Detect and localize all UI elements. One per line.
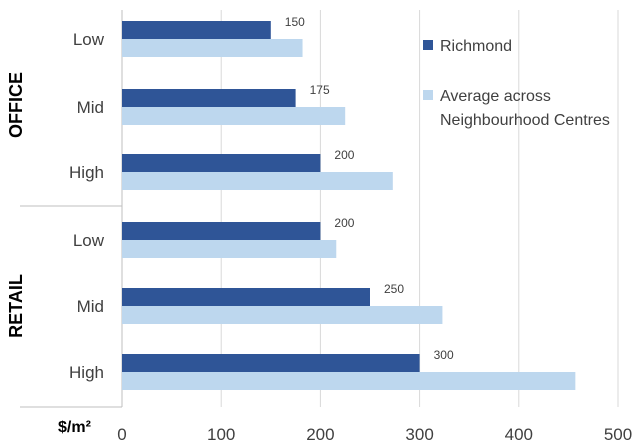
x-tick-label-400: 400: [505, 425, 533, 444]
gridlines: [220, 10, 619, 407]
bars: [122, 21, 576, 390]
data-label-richmond-3: 200: [334, 216, 354, 230]
group-label-retail: RETAIL: [6, 274, 26, 338]
unit-label: $/m²: [58, 419, 91, 436]
category-label-retail-low: Low: [73, 231, 105, 250]
group-label-office: OFFICE: [6, 72, 26, 138]
category-label-office-low: Low: [73, 30, 105, 49]
legend-label-average-line1: Average across: [440, 88, 551, 105]
data-label-richmond-1: 175: [310, 83, 330, 97]
legend-label-average-line2: Neighbourhood Centres: [440, 112, 610, 129]
bar-richmond-4: [122, 288, 370, 306]
data-label-richmond-0: 150: [285, 15, 305, 29]
data-label-richmond-5: 300: [434, 348, 454, 362]
bar-average-0: [122, 39, 303, 57]
bar-average-3: [122, 240, 337, 258]
legend-label-richmond: Richmond: [440, 38, 512, 55]
data-label-richmond-2: 200: [334, 148, 354, 162]
bar-richmond-0: [122, 21, 271, 39]
bar-average-4: [122, 306, 443, 324]
bar-average-5: [122, 372, 576, 390]
x-tick-label-200: 200: [306, 425, 334, 444]
bar-average-1: [122, 107, 346, 125]
x-tick-label-100: 100: [207, 425, 235, 444]
bar-richmond-2: [122, 154, 321, 172]
x-tick-label-500: 500: [604, 425, 632, 444]
category-label-office-mid: Mid: [77, 98, 104, 117]
x-tick-label-0: 0: [117, 425, 126, 444]
category-label-retail-high: High: [69, 363, 104, 382]
bar-richmond-1: [122, 89, 296, 107]
bar-average-2: [122, 172, 393, 190]
bar-richmond-5: [122, 354, 420, 372]
category-label-retail-mid: Mid: [77, 297, 104, 316]
labels: 0 100 200 300 400 500 Low Mid High Low Mid High OFFI…: [6, 15, 632, 444]
legend-swatch-richmond: [423, 40, 433, 50]
x-tick-label-300: 300: [405, 425, 433, 444]
category-label-office-high: High: [69, 163, 104, 182]
data-label-richmond-4: 250: [384, 282, 404, 296]
axes: [20, 10, 123, 408]
legend-swatch-average: [423, 90, 433, 100]
bar-richmond-3: [122, 222, 321, 240]
legend: Richmond Average across Neighbourhood Ce…: [423, 38, 610, 129]
